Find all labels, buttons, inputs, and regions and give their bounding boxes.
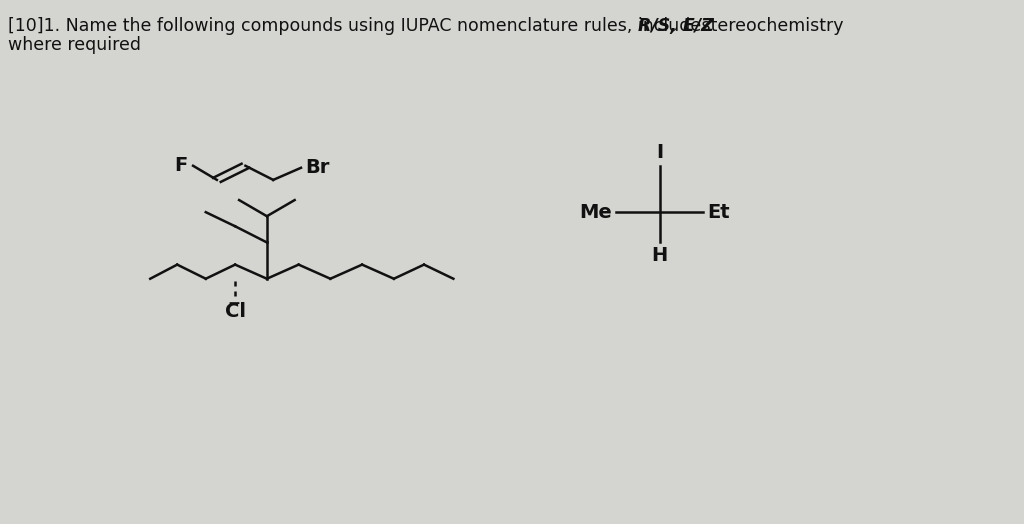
Text: Et: Et: [708, 203, 730, 222]
Text: I: I: [656, 143, 664, 162]
Text: F: F: [174, 156, 187, 175]
Text: stereochemistry: stereochemistry: [696, 17, 844, 35]
Text: R/S, E/Z: R/S, E/Z: [638, 17, 714, 35]
Text: [10]1. Name the following compounds using IUPAC nomenclature rules, include: [10]1. Name the following compounds usin…: [8, 17, 707, 35]
Text: H: H: [651, 246, 668, 266]
Text: Me: Me: [580, 203, 612, 222]
Text: Br: Br: [305, 158, 330, 177]
Text: where required: where required: [8, 36, 141, 53]
Text: C̅l: C̅l: [224, 302, 246, 321]
